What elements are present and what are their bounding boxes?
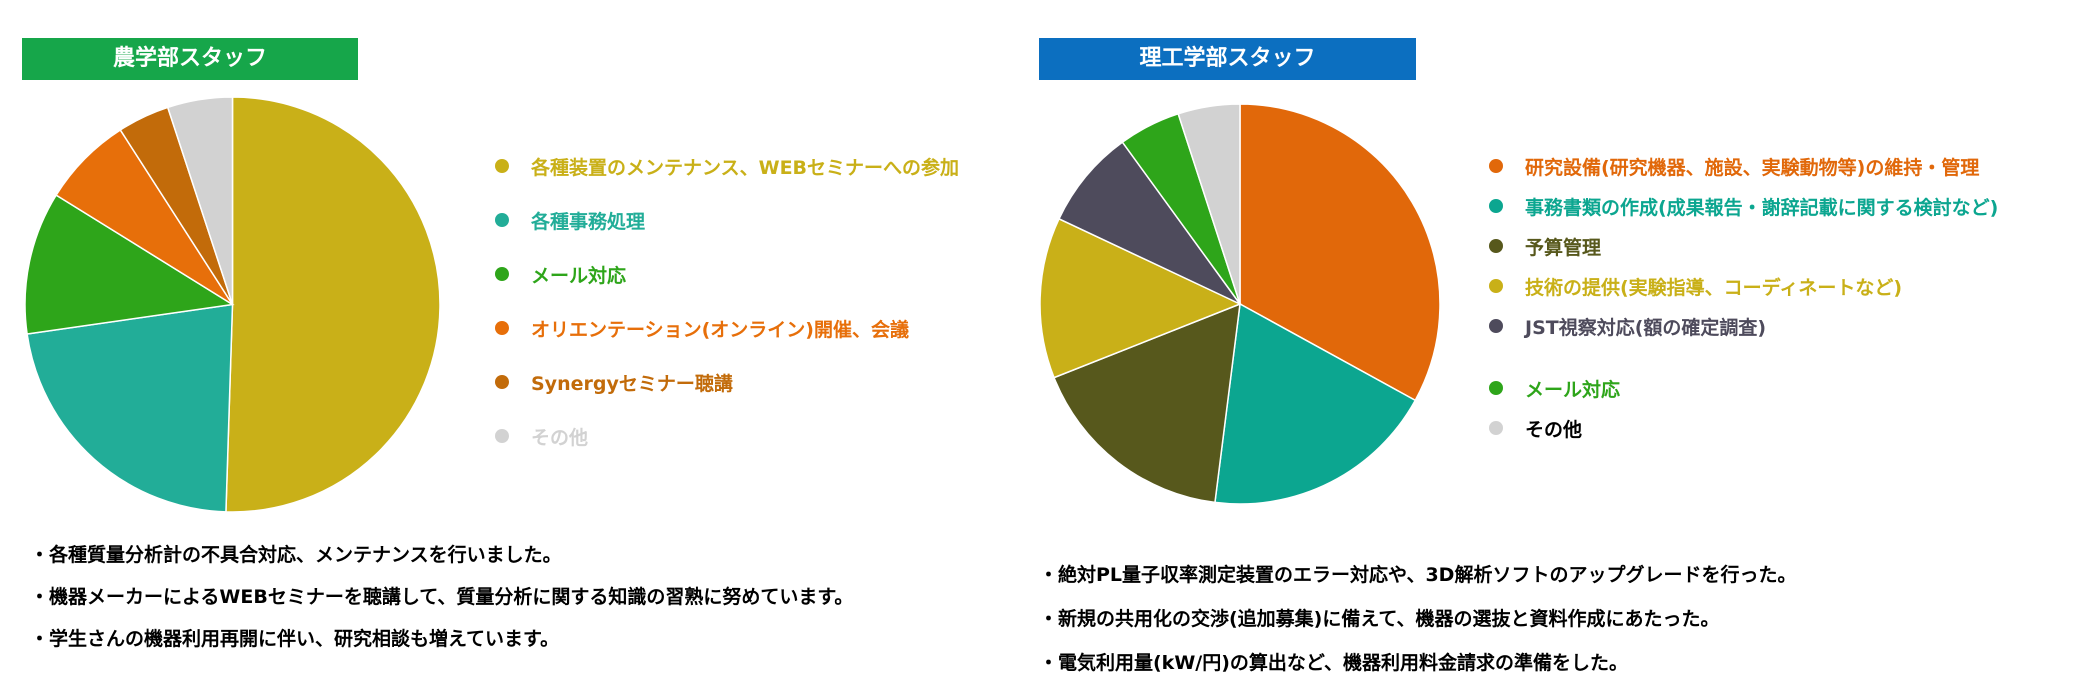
pie-slice [1058,141,1241,305]
note-item: ・各種質量分析計の不具合対応、メンテナンスを行いました。 [30,544,562,566]
pie-slice [225,96,441,513]
legend-swatch [1489,319,1503,333]
legend-label: 技術の提供(実験指導、コーディネートなど) [1525,277,1903,299]
legend-label: メール対応 [531,265,627,287]
legend-swatch [1489,239,1503,253]
pie-slice [26,303,234,513]
note-item: ・学生さんの機器利用再開に伴い、研究相談も増えています。 [30,628,560,650]
pie-slice [1239,103,1441,402]
legend-label: 研究設備(研究機器、施設、実験動物等)の維持・管理 [1525,157,1980,179]
pie-slice [1039,217,1242,379]
legend-swatch [495,375,509,389]
pie-slice [1214,302,1417,505]
legend-swatch [1489,421,1503,435]
legend-swatch [495,267,509,281]
legend-label: 事務書類の作成(成果報告・謝辞記載に関する検討など) [1525,197,1999,219]
legend-label: その他 [1525,419,1583,441]
pie-slice [1177,103,1241,305]
pie-slice [24,194,235,335]
legend-swatch [495,159,509,173]
legend-label: JST視察対応(額の確定調査) [1525,317,1767,339]
legend-swatch [495,429,509,443]
legend-label: 各種事務処理 [531,211,646,233]
agri-notes: ・各種質量分析計の不具合対応、メンテナンスを行いました。 ・機器メーカーによるW… [30,540,1010,650]
sci-panel-title: 理工学部スタッフ [1039,38,1416,80]
legend-label: メール対応 [1525,379,1621,401]
note-item: ・機器メーカーによるWEBセミナーを聴講して、質量分析に関する知識の習熟に努めて… [30,586,854,608]
legend-swatch [1489,199,1503,213]
note-item: ・新規の共用化の交渉(追加募集)に備えて、機器の選抜と資料作成にあたった。 [1039,608,1720,630]
legend-label: オリエンテーション(オンライン)開催、会議 [531,319,909,341]
legend-swatch [1489,279,1503,293]
pie-slice [1053,302,1241,504]
pie-slice [166,96,234,305]
sci-pie-chart [1039,103,1441,505]
note-item: ・絶対PL量子収率測定装置のエラー対応や、3D解析ソフトのアップグレードを行った… [1039,564,1797,586]
agri-panel-title: 農学部スタッフ [22,38,358,80]
sci-legend: 研究設備(研究機器、施設、実験動物等)の維持・管理 事務書類の作成(成果報告・謝辞… [1489,153,2089,443]
legend-swatch [495,213,509,227]
agri-pie-chart [24,96,441,513]
legend-swatch [495,321,509,335]
legend-label: その他 [531,427,589,449]
sci-notes: ・絶対PL量子収率測定装置のエラー対応や、3D解析ソフトのアップグレードを行った… [1039,560,2039,674]
legend-swatch [1489,381,1503,395]
legend-label: 各種装置のメンテナンス、WEBセミナーへの参加 [531,157,960,179]
note-item: ・電気利用量(kW/円)の算出など、機器利用料金請求の準備をした。 [1039,652,1628,674]
legend-label: Synergyセミナー聴講 [531,373,733,395]
legend-swatch [1489,159,1503,173]
legend-label: 予算管理 [1525,237,1602,259]
agri-legend: 各種装置のメンテナンス、WEBセミナーへの参加 各種事務処理 メール対応オリエンテー… [495,153,1015,463]
